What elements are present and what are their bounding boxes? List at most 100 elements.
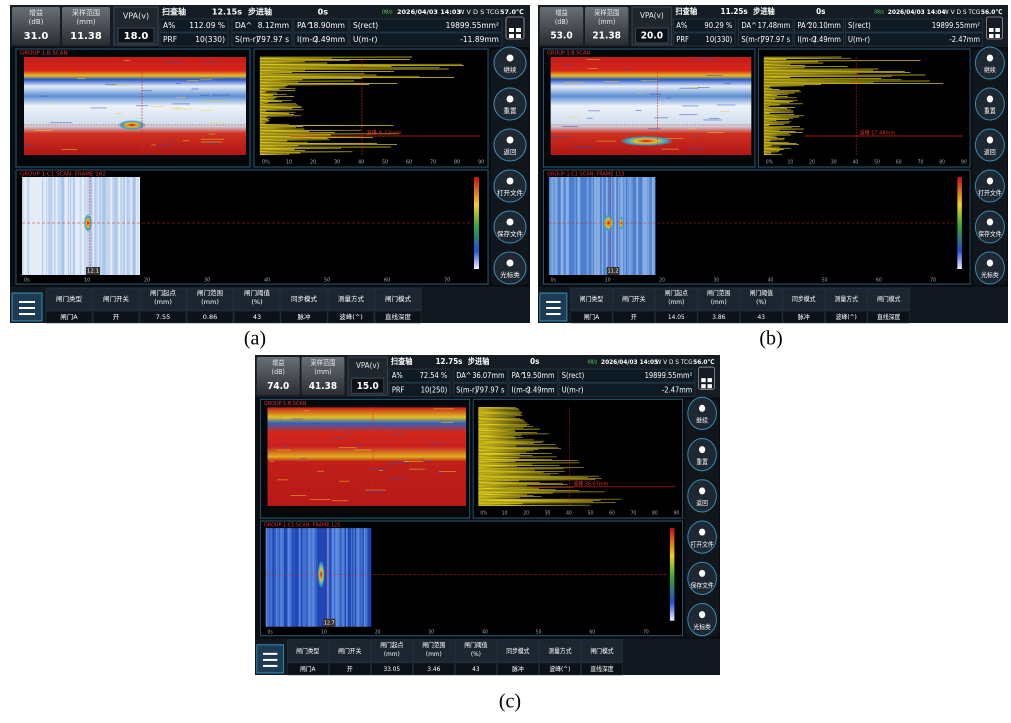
bscan-noise bbox=[563, 65, 573, 66]
info-key: PRF bbox=[392, 385, 405, 395]
cscan-noise bbox=[120, 177, 123, 275]
button[interactable] bbox=[494, 252, 526, 284]
status-flags: W V D S TCG bbox=[458, 8, 499, 16]
info-value: 20.10mm bbox=[808, 21, 841, 30]
bscan-noise bbox=[205, 100, 226, 101]
bscan-noise bbox=[77, 78, 85, 79]
button[interactable] bbox=[494, 211, 526, 243]
cscan-noise bbox=[587, 177, 589, 275]
info-key: S(m-r) bbox=[456, 385, 477, 395]
menu-icon-square bbox=[516, 28, 521, 32]
button-label: 保存文件 bbox=[497, 229, 524, 238]
ascan-tick: 70 bbox=[430, 160, 436, 166]
bscan-noise bbox=[720, 111, 729, 112]
cscan-noise bbox=[562, 177, 564, 275]
info-key: S(rect) bbox=[353, 21, 378, 30]
gate-value: 0.86 bbox=[203, 313, 217, 321]
gate-header: (mm) bbox=[668, 299, 684, 306]
cscan-noise bbox=[99, 177, 101, 275]
bscan-noise bbox=[206, 62, 217, 63]
button[interactable] bbox=[494, 47, 526, 79]
scan-time: 12.15s bbox=[212, 8, 242, 17]
cscan-noise bbox=[627, 177, 628, 275]
cscan-noise bbox=[115, 177, 116, 275]
bscan-noise bbox=[34, 130, 52, 131]
gate-header: 闸门类型 bbox=[296, 647, 319, 655]
gate-header: 测量方式 bbox=[834, 295, 857, 303]
ascan-tick: 30 bbox=[545, 510, 551, 516]
button-icon bbox=[987, 96, 993, 103]
box-label: (dB) bbox=[555, 18, 569, 26]
cscan-noise bbox=[269, 528, 270, 627]
cscan-tick: 40 bbox=[482, 629, 488, 635]
gate-value: 脉冲 bbox=[798, 313, 810, 321]
info-value: 19899.55mm² bbox=[446, 21, 499, 30]
bscan-noise bbox=[201, 110, 212, 111]
bscan-noise bbox=[568, 117, 580, 118]
button[interactable] bbox=[494, 170, 526, 202]
box-label: (dB) bbox=[29, 18, 44, 26]
ascan-tick: 90 bbox=[961, 159, 967, 165]
button-label: 光标类 bbox=[981, 271, 999, 279]
cscan-tick: 70 bbox=[444, 278, 450, 284]
status-flags: W V D S TCG bbox=[656, 359, 693, 366]
box-value: 74.0 bbox=[267, 380, 289, 392]
gate-header: 闸门模式 bbox=[385, 294, 412, 303]
bscan-noise bbox=[62, 149, 77, 150]
menu-icon-square bbox=[509, 34, 514, 38]
step-value: 0s bbox=[318, 8, 329, 17]
bscan-noise bbox=[283, 447, 288, 448]
bscan-noise bbox=[124, 60, 130, 61]
gate-value: 开 bbox=[347, 666, 353, 673]
gate-header: 同步模式 bbox=[506, 647, 529, 655]
button[interactable] bbox=[494, 129, 526, 161]
bscan-noise bbox=[586, 59, 600, 60]
bscan-noise bbox=[270, 461, 274, 462]
bscan-noise bbox=[688, 149, 704, 150]
cscan-tick: 30 bbox=[713, 277, 719, 283]
button-icon bbox=[699, 611, 705, 618]
bscan-noise bbox=[301, 458, 306, 459]
bscan-noise bbox=[290, 495, 306, 496]
button[interactable] bbox=[494, 88, 526, 120]
bscan-noise bbox=[223, 78, 240, 79]
ascan-tick: 10 bbox=[286, 160, 292, 166]
bscan-noise bbox=[366, 491, 385, 492]
cscan-noise bbox=[595, 177, 596, 275]
bscan-noise bbox=[277, 450, 291, 451]
gate-header: 闸门类型 bbox=[56, 294, 83, 303]
menu-line bbox=[263, 659, 277, 661]
bscan-noise bbox=[170, 108, 181, 109]
ascan-tick: 60 bbox=[406, 160, 412, 166]
bscan-title: GROUP 1:B SCAN bbox=[547, 50, 590, 56]
bscan-noise bbox=[587, 118, 593, 119]
cscan-noise bbox=[51, 177, 52, 275]
button-label: 继续 bbox=[984, 66, 996, 74]
bscan-noise bbox=[649, 94, 662, 95]
cscan-tick: 20 bbox=[659, 277, 665, 283]
button-label: 重置 bbox=[504, 107, 518, 115]
cscan-noise bbox=[127, 177, 128, 275]
gate-value: 波峰(^) bbox=[339, 312, 363, 321]
rate: 08/s bbox=[382, 10, 393, 16]
cscan-tick: 50 bbox=[536, 629, 542, 635]
cscan-tick: 20 bbox=[375, 629, 381, 635]
cscan-noise bbox=[271, 528, 273, 627]
gate-header: 闸门起点 bbox=[665, 289, 688, 297]
bscan-noise bbox=[110, 85, 133, 86]
bscan-noise bbox=[379, 470, 383, 471]
button-label: 重置 bbox=[696, 457, 708, 465]
bscan-noise bbox=[551, 136, 570, 137]
box-value: 41.38 bbox=[309, 380, 338, 392]
info-value: 10(330) bbox=[195, 35, 225, 44]
peak-label: 波峰 8.12mm bbox=[366, 129, 402, 137]
button-column bbox=[491, 49, 529, 285]
info-key: U(m-r) bbox=[353, 35, 378, 44]
gate-value: 7.55 bbox=[156, 313, 170, 321]
button-icon bbox=[699, 446, 705, 453]
rate: 08/s bbox=[874, 9, 884, 15]
button-label: 保存文件 bbox=[691, 581, 714, 589]
cscan-noise bbox=[632, 177, 633, 275]
